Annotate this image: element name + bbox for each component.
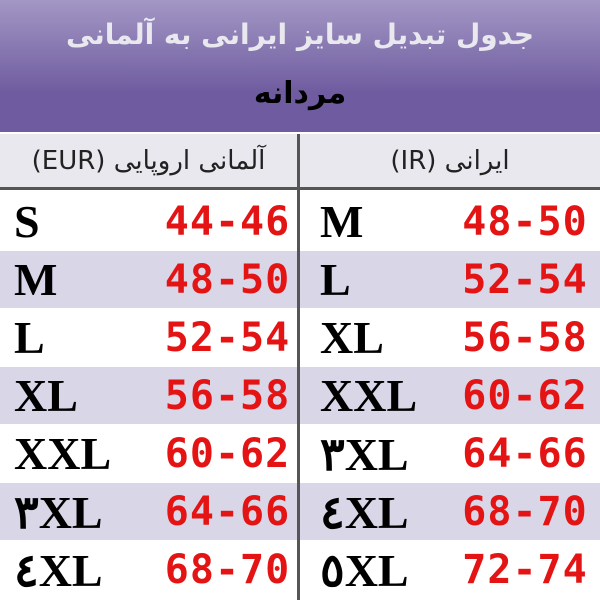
ir-range: 56-58 — [462, 314, 588, 361]
ir-size: ٤XL — [320, 486, 409, 538]
table-row: XXL 60-62 ۳XL 64-66 — [0, 425, 600, 482]
eur-range: 60-62 — [164, 430, 291, 477]
ir-range: 68-70 — [462, 488, 588, 535]
eur-size: L — [14, 312, 45, 363]
column-header: ایرانی (IR) — [300, 134, 600, 190]
eur-size: XXL — [14, 428, 112, 479]
eur-range: 68-70 — [164, 546, 291, 593]
ir-size: ٥XL — [320, 544, 409, 596]
eur-size: M — [14, 254, 58, 305]
ir-size: M — [320, 196, 364, 247]
ir-size: XXL — [320, 370, 418, 421]
header-banner — [0, 0, 600, 132]
ir-range: 60-62 — [462, 372, 588, 419]
eur-size: S — [14, 196, 40, 247]
eur-range: 64-66 — [164, 488, 291, 535]
eur-range: 44-46 — [164, 198, 291, 245]
eur-range: 52-54 — [164, 314, 291, 361]
eur-size: ۳XL — [14, 486, 103, 538]
ir-size: XL — [320, 312, 384, 363]
ir-size: L — [320, 254, 351, 305]
ir-range: 72-74 — [462, 546, 588, 593]
eur-range: 48-50 — [164, 256, 291, 303]
table-row: ٤XL 68-70 ٥XL 72-74 — [0, 541, 600, 598]
table-row: M 48-50 L 52-54 — [0, 251, 600, 308]
subtitle: مردانه — [253, 76, 347, 111]
table-row: S 44-46 M 48-50 — [0, 193, 600, 250]
ir-range: 64-66 — [462, 430, 588, 477]
title: جدول تبدیل سایز ایرانی به آلمانی — [65, 18, 535, 51]
ir-range: 48-50 — [462, 198, 588, 245]
eur-size: ٤XL — [14, 544, 103, 596]
table-row: L 52-54 XL 56-58 — [0, 309, 600, 366]
column-divider — [297, 134, 300, 600]
table-row: XL 56-58 XXL 60-62 — [0, 367, 600, 424]
column-header: آلمانی اروپایی (EUR) — [0, 134, 297, 190]
eur-size: XL — [14, 370, 78, 421]
ir-size: ۳XL — [320, 428, 409, 480]
ir-range: 52-54 — [462, 256, 588, 303]
table-row: ۳XL 64-66 ٤XL 68-70 — [0, 483, 600, 540]
eur-range: 56-58 — [164, 372, 291, 419]
